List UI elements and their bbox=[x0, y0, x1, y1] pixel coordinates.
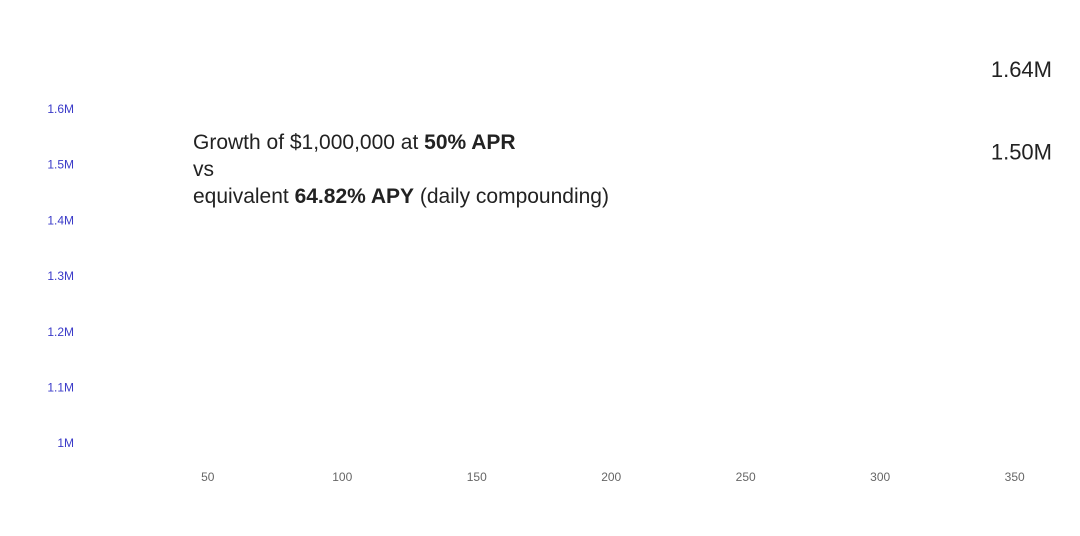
x-tick-label: 150 bbox=[467, 470, 487, 484]
x-tick-label: 300 bbox=[870, 470, 890, 484]
x-tick-label: 250 bbox=[736, 470, 756, 484]
x-tick-label: 350 bbox=[1005, 470, 1025, 484]
chart-title-line: Growth of $1,000,000 at 50% APR bbox=[193, 131, 516, 154]
y-tick-label: 1.3M bbox=[47, 269, 74, 283]
title-segment: Growth of $1,000,000 at bbox=[193, 131, 424, 154]
title-segment: equivalent bbox=[193, 185, 295, 208]
y-tick-label: 1.1M bbox=[47, 380, 74, 394]
title-segment: 50% APR bbox=[424, 131, 515, 154]
title-segment: (daily compounding) bbox=[414, 185, 609, 208]
y-tick-label: 1M bbox=[57, 436, 74, 450]
x-tick-label: 200 bbox=[601, 470, 621, 484]
chart-title-line: vs bbox=[193, 158, 214, 181]
y-tick-label: 1.6M bbox=[47, 102, 74, 116]
y-tick-label: 1.2M bbox=[47, 325, 74, 339]
x-tick-label: 50 bbox=[201, 470, 215, 484]
end-label: 1.64M bbox=[991, 57, 1052, 82]
y-tick-label: 1.4M bbox=[47, 213, 74, 227]
chart-title-line: equivalent 64.82% APY (daily compounding… bbox=[193, 185, 609, 208]
y-tick-label: 1.5M bbox=[47, 158, 74, 172]
end-label: 1.50M bbox=[991, 139, 1052, 164]
title-segment: 64.82% APY bbox=[295, 185, 414, 208]
title-segment: vs bbox=[193, 158, 214, 181]
x-tick-label: 100 bbox=[332, 470, 352, 484]
